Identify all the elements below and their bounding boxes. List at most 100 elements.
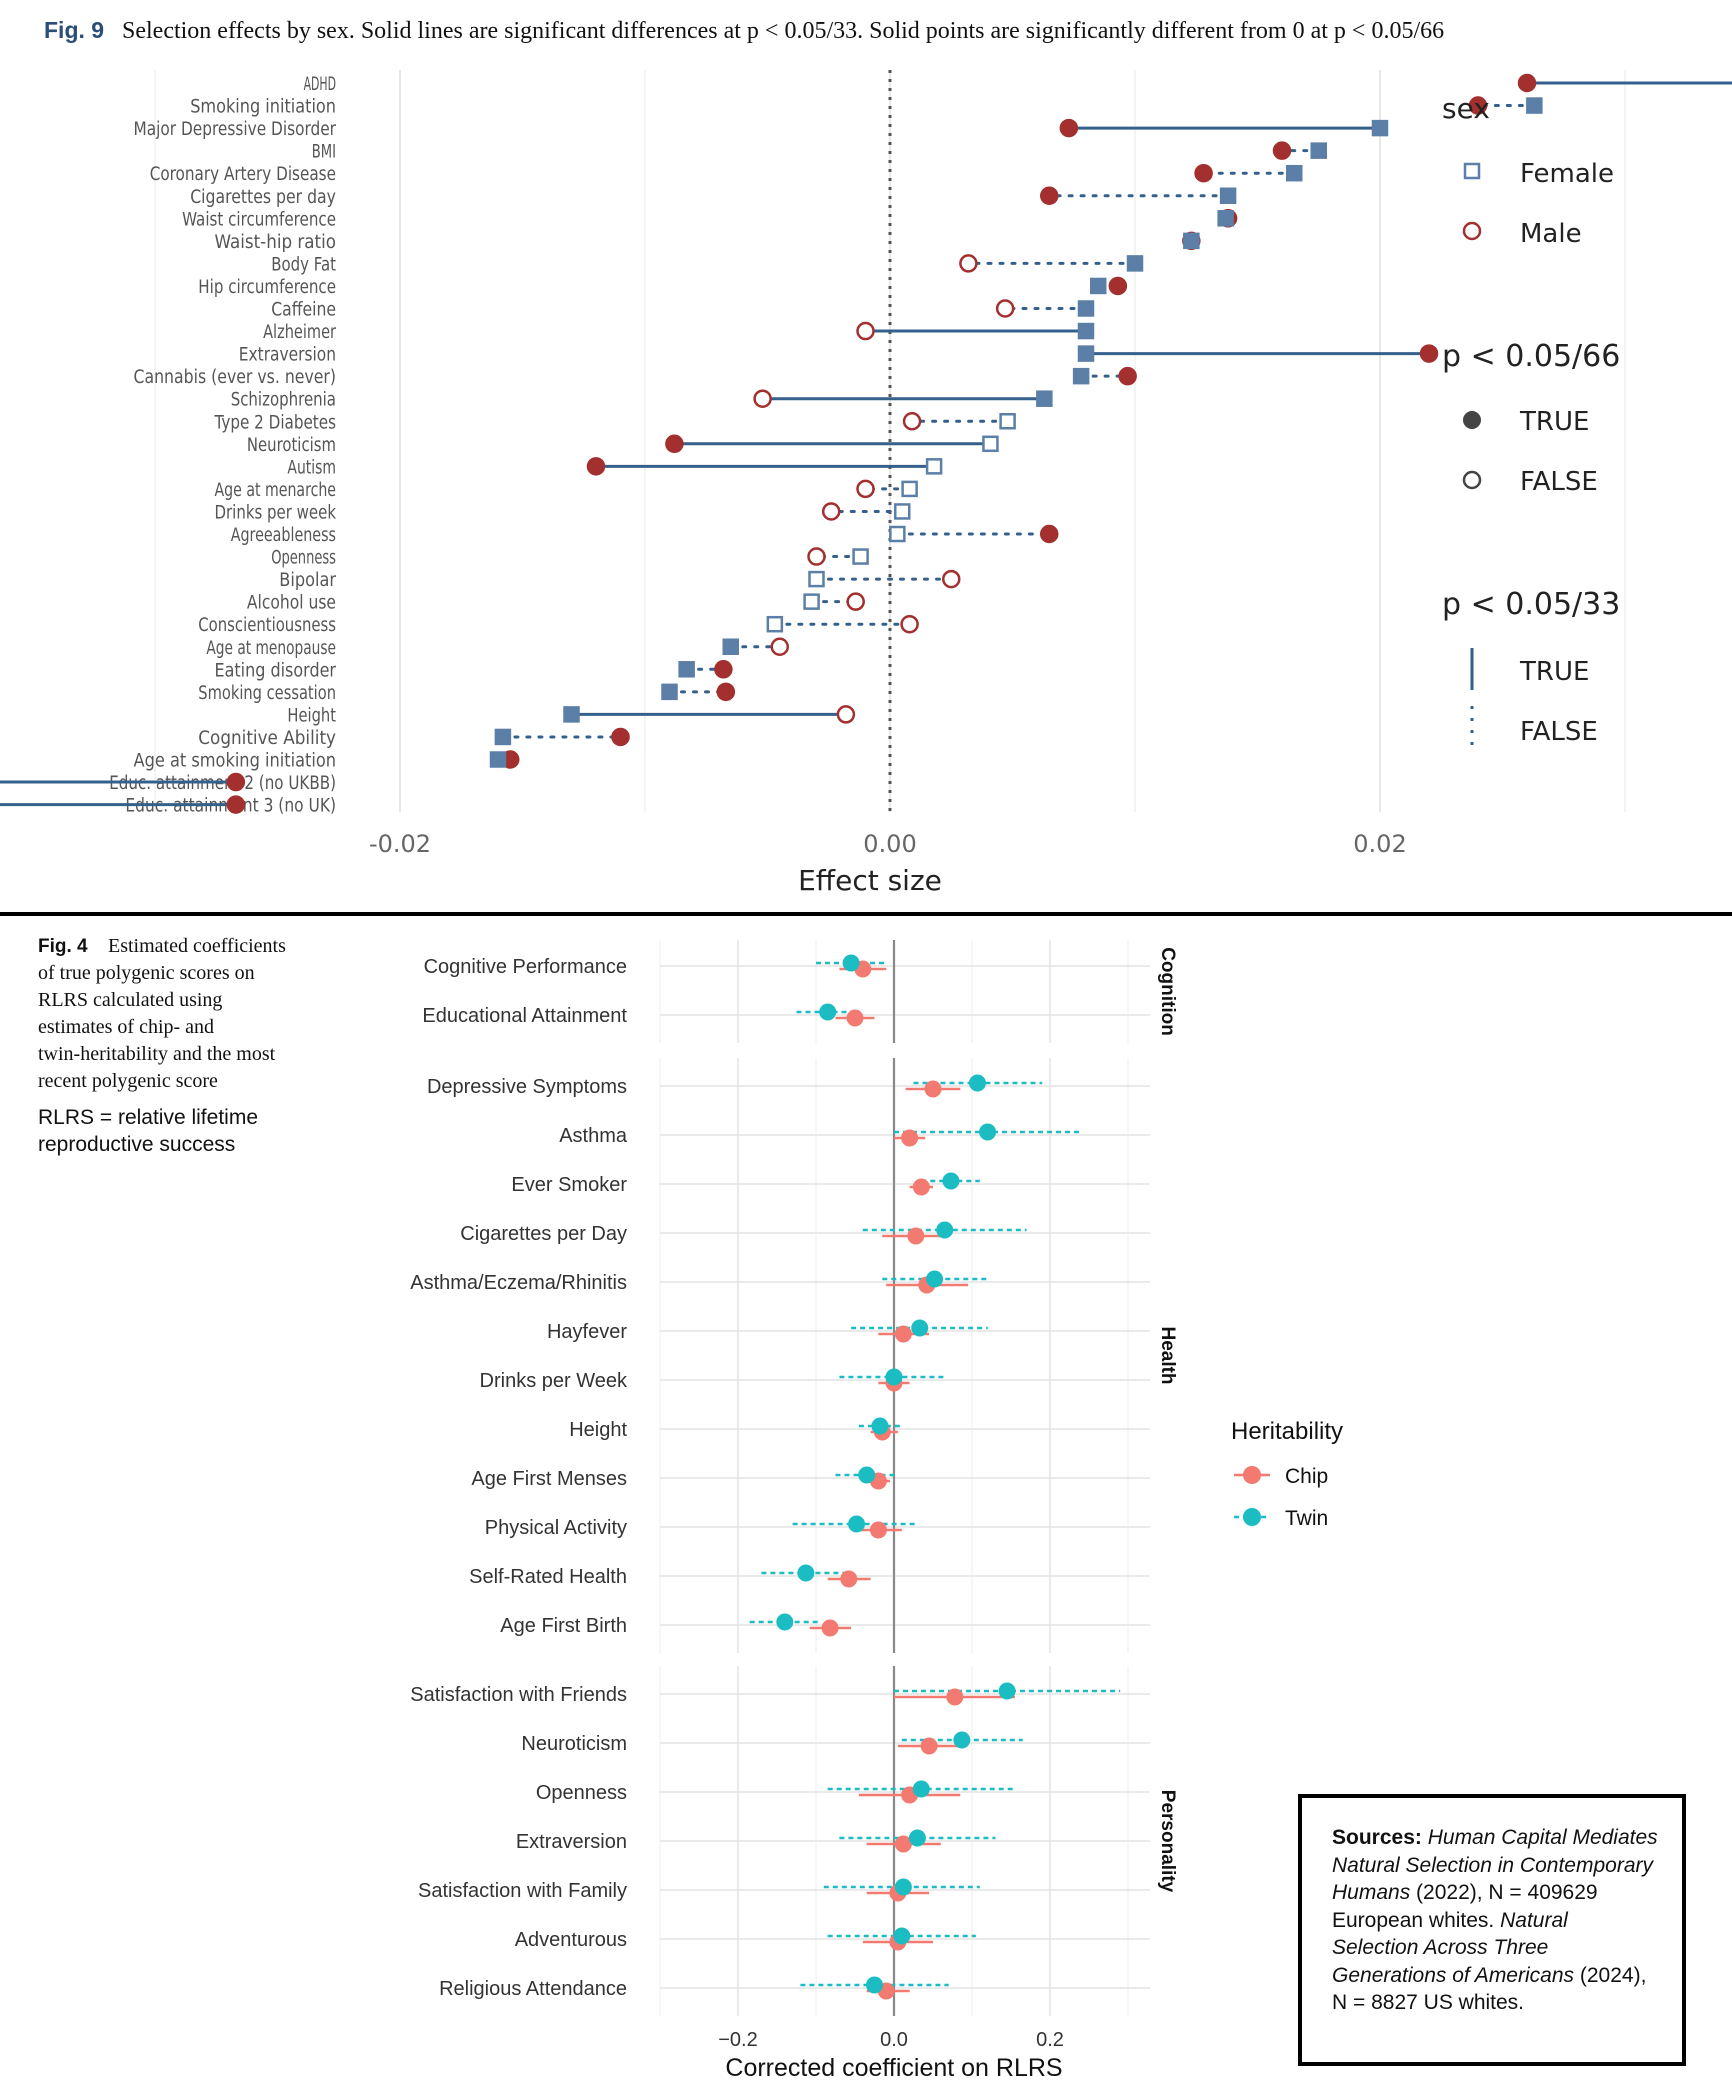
fig9-male-point <box>753 389 772 408</box>
fig4-chip-point <box>894 1835 912 1853</box>
fig9-female-point <box>1219 187 1237 204</box>
fig9-male-point <box>942 569 961 589</box>
fig4-row-label: Ever Smoker <box>511 1174 627 1196</box>
legend-p33-true-label: TRUE <box>1519 657 1589 687</box>
fig9-trait-label: Alcohol use <box>247 593 336 614</box>
fig9-female-point <box>678 661 695 678</box>
fig4-twin-point <box>866 1976 883 1994</box>
fig9-female-point <box>803 593 820 610</box>
fig9-trait-label: Age at menarche <box>215 480 337 501</box>
fig9-trait-label: Cigarettes per day <box>190 187 336 208</box>
legend-p33-title: p < 0.05/33 <box>1442 587 1620 622</box>
fig4-caption-line: of true polygenic scores on <box>38 962 255 984</box>
fig9-trait-label: Caffeine <box>271 300 336 321</box>
fig9-male-point <box>1040 186 1059 205</box>
fig9-female-point <box>999 413 1016 430</box>
fig4-strip-label: Health <box>1157 1326 1178 1384</box>
fig4-x-axis-title: Corrected coefficient on RLRS <box>725 2054 1062 2082</box>
fig9-trait-label: Coronary Artery Disease <box>150 164 336 185</box>
fig9-male-point <box>807 547 826 566</box>
fig4-row-label: Satisfaction with Family <box>418 1880 627 1902</box>
fig4-row-label: Extraversion <box>516 1831 627 1853</box>
fig9-x-tick-label: 0.00 <box>863 830 916 858</box>
fig9-trait-label: Major Depressive Disorder <box>134 119 337 140</box>
fig4-twin-point <box>912 1780 930 1798</box>
fig9-male-point <box>1040 524 1059 544</box>
fig9-male-point <box>846 592 865 611</box>
fig9-trait-label: Hip circumference <box>198 277 336 298</box>
fig4-twin-point <box>894 1878 912 1896</box>
fig4-panel-cognition: Cognitive Performance Educational Attainm… <box>422 940 1178 1043</box>
fig4-chip-point <box>854 960 872 978</box>
fig9-x-ticks: -0.04-0.020.000.020.04 <box>369 830 1407 858</box>
fig9-gridlines <box>154 70 1626 812</box>
fig4-chip-point <box>907 1227 925 1245</box>
legend-p66-false-icon <box>1462 470 1482 490</box>
fig9-female-point <box>894 503 911 520</box>
fig9-trait-label: Neuroticism <box>247 435 336 456</box>
fig4-caption-line: Estimated coefficients <box>108 935 286 957</box>
fig4-twin-point <box>776 1613 794 1631</box>
legend-female-label: Female <box>1520 159 1614 189</box>
fig9-male-point <box>1194 163 1213 183</box>
fig9-x-axis-title: Effect size <box>798 864 942 897</box>
fig9-trait-label: Age at menopause <box>206 638 336 659</box>
fig9-male-point <box>716 682 736 702</box>
fig4-row-label: Age First Birth <box>500 1615 627 1637</box>
fig9-male-point <box>1468 96 1488 115</box>
fig4-row-label: Drinks per Week <box>480 1370 628 1392</box>
fig4-chip-point <box>912 1178 930 1196</box>
legend-twin-label: Twin <box>1285 1507 1328 1530</box>
fig9-female-point <box>1077 345 1095 362</box>
fig4-twin-point <box>926 1270 944 1288</box>
legend-p66-true-icon <box>1463 411 1481 429</box>
fig9-female-point <box>563 706 580 723</box>
fig4-chip-point <box>873 1423 891 1441</box>
fig9-trait-label: Bipolar <box>279 570 336 591</box>
fig9-female-point <box>489 751 507 768</box>
fig4-row-label: Age First Menses <box>471 1468 627 1490</box>
legend-p33-false-label: FALSE <box>1520 717 1598 747</box>
fig4-panel-health: Depressive Symptoms Asthma Ever Smoker Ciga… <box>410 1058 1178 1653</box>
legend-chip-dot-icon <box>1243 1466 1261 1484</box>
fig4-twin-point <box>842 954 860 972</box>
fig4-caption-line: recent polygenic score <box>38 1070 218 1092</box>
section-divider <box>0 912 1732 916</box>
fig9-trait-label: BMI <box>312 142 336 163</box>
fig9-female-point <box>901 480 918 498</box>
fig9-trait-label: Eating disorder <box>215 660 337 681</box>
fig4-row-label: Neuroticism <box>521 1733 627 1755</box>
fig4-twin-point <box>858 1466 876 1484</box>
fig9-female-point <box>1072 367 1090 385</box>
fig9-trait-label: Body Fat <box>271 254 336 275</box>
fig9-female-point <box>494 728 512 746</box>
fig9-label: Fig. 9 <box>44 17 104 43</box>
legend-male-label: Male <box>1520 219 1582 249</box>
fig4-label: Fig. 4 <box>38 936 88 957</box>
fig9-female-point <box>1126 255 1144 272</box>
fig9-connector-lines <box>0 81 1732 807</box>
fig4-twin-point <box>848 1515 866 1533</box>
fig9-trait-label: Smoking cessation <box>198 683 336 704</box>
fig9-male-point <box>1272 141 1292 160</box>
source-1-title: Human Capital Mediates Natural Selection… <box>1332 1826 1658 1904</box>
fig9-female-point <box>1526 97 1543 114</box>
fig4-twin-point <box>953 1731 971 1749</box>
fig9-trait-label: Alzheimer <box>263 322 336 343</box>
fig4-chip-point <box>869 1472 887 1490</box>
fig4-chip-point <box>918 1276 936 1294</box>
legend-sex-title: sex <box>1442 92 1490 125</box>
fig9-trait-label: Waist circumference <box>182 209 336 230</box>
fig9-female-point <box>722 638 739 655</box>
fig4-chip-point <box>869 1521 887 1539</box>
fig9-female-point <box>808 570 825 588</box>
fig4-chip-point <box>901 1786 919 1804</box>
fig9-trait-label: Cognitive Ability <box>198 728 336 749</box>
fig9-male-point <box>836 705 856 724</box>
fig4-chip-point <box>946 1688 964 1706</box>
fig4-row-label: Physical Activity <box>485 1517 627 1539</box>
fig9-male-point <box>1108 276 1128 296</box>
fig9-trait-label: ADHD <box>304 74 336 95</box>
fig9-female-point <box>1036 390 1053 407</box>
